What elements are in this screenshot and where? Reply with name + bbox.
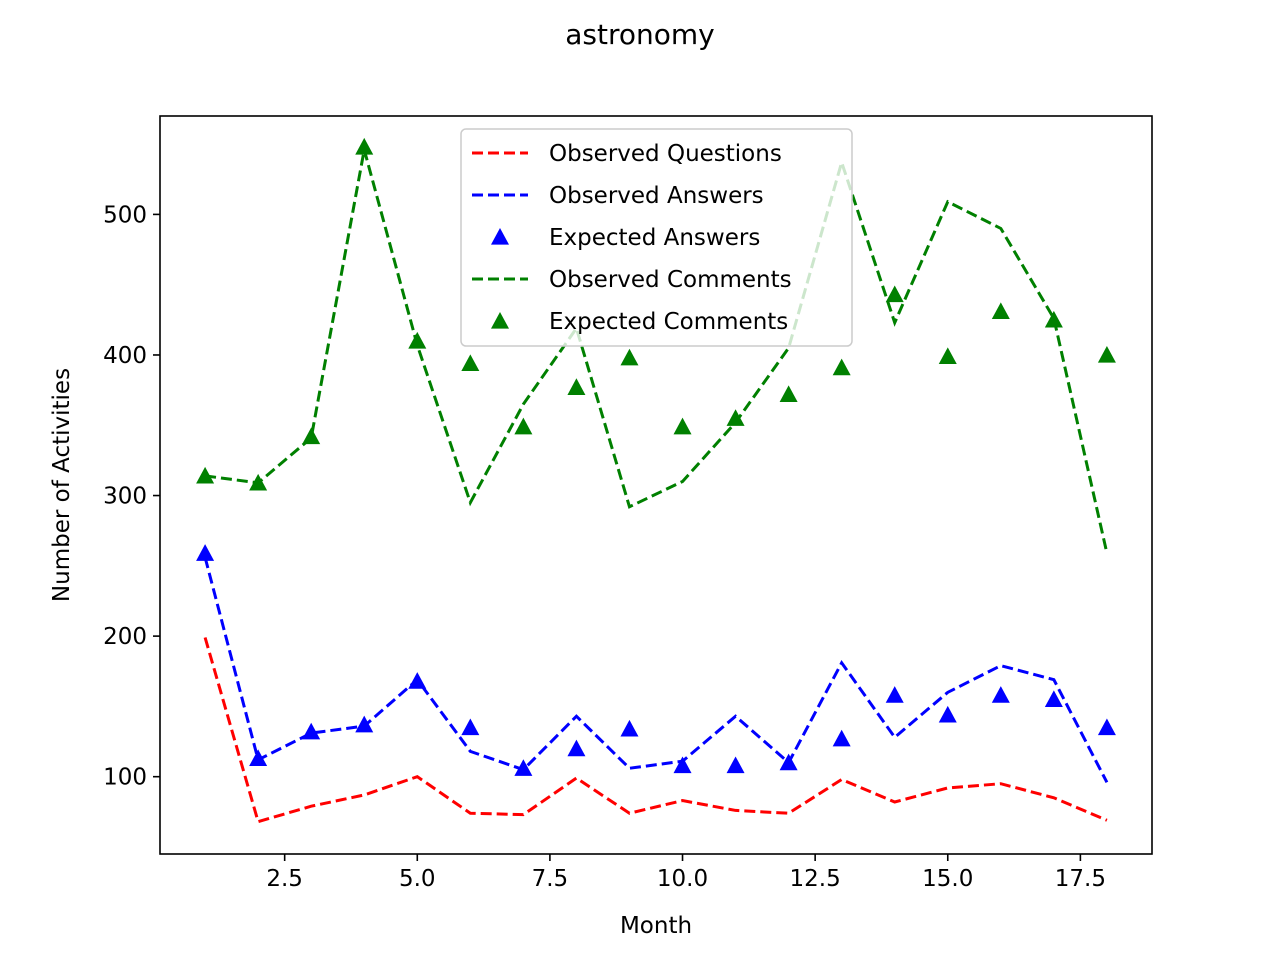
series-expected-answers-marker bbox=[461, 718, 480, 736]
legend-expected-comments-swatch bbox=[491, 312, 509, 329]
legend: Observed Questions Observed Answers Expect… bbox=[460, 128, 853, 347]
series-expected-answers-marker bbox=[1097, 718, 1116, 736]
chart-title: astronomy bbox=[565, 18, 714, 51]
legend-expected-comments-label: Expected Comments bbox=[549, 309, 788, 335]
y-axis: 100 200 300 400 500 bbox=[103, 202, 160, 791]
y-axis-label: Number of Activities bbox=[49, 368, 75, 602]
series-expected-comments-marker bbox=[832, 358, 851, 376]
series-expected-answers-marker bbox=[302, 722, 321, 740]
series-expected-answers-marker bbox=[726, 756, 745, 774]
plot-frame bbox=[159, 115, 1153, 855]
series-expected-comments-marker bbox=[673, 417, 692, 435]
series-expected-comments-marker bbox=[514, 417, 533, 435]
x-tick-label: 12.5 bbox=[790, 866, 841, 892]
legend-expected-answers-label: Expected Answers bbox=[549, 225, 760, 251]
y-tick-label: 500 bbox=[103, 202, 147, 228]
x-tick-label: 7.5 bbox=[532, 866, 569, 892]
series-expected-comments-marker bbox=[885, 285, 904, 303]
series-expected-answers-marker bbox=[938, 705, 957, 723]
series-expected-answers-marker bbox=[885, 686, 904, 703]
series-observed-answers-line bbox=[203, 557, 1109, 783]
series-expected-answers-marker bbox=[196, 544, 215, 561]
legend-observed-questions-label: Observed Questions bbox=[549, 141, 782, 167]
series-expected-comments-marker bbox=[779, 385, 798, 402]
x-tick-label: 5.0 bbox=[399, 866, 436, 892]
series-expected-answers-marker bbox=[408, 672, 427, 689]
series-expected-answers-marker bbox=[673, 756, 692, 774]
series-expected-answers-marker bbox=[832, 729, 851, 747]
series-expected-comments-marker bbox=[991, 302, 1010, 320]
x-axis: 2.5 5.0 7.5 10.0 12.5 15.0 17.5 bbox=[266, 854, 1106, 892]
legend-expected-answers-swatch bbox=[491, 228, 509, 245]
y-tick-label: 300 bbox=[103, 484, 147, 510]
series-expected-comments-marker bbox=[196, 466, 215, 484]
series-expected-comments-marker bbox=[408, 331, 427, 349]
series-expected-comments-marker bbox=[726, 409, 745, 426]
series-expected-comments-marker bbox=[302, 427, 321, 445]
legend-box bbox=[460, 128, 853, 347]
series-layer bbox=[196, 137, 1116, 824]
series-expected-comments-marker bbox=[620, 348, 639, 366]
series-expected-answers-marker bbox=[991, 686, 1010, 703]
y-tick-label: 200 bbox=[103, 624, 147, 650]
series-expected-comments-marker bbox=[1044, 310, 1063, 328]
series-expected-answers-marker bbox=[1044, 690, 1063, 708]
x-axis-label: Month bbox=[620, 913, 692, 939]
series-observed-questions-line bbox=[203, 637, 1108, 824]
legend-items: Observed Questions Observed Answers Expect… bbox=[472, 141, 792, 335]
legend-observed-answers-label: Observed Answers bbox=[549, 183, 764, 209]
legend-observed-comments-label: Observed Comments bbox=[549, 267, 792, 293]
series-expected-answers-marker bbox=[249, 749, 268, 767]
series-expected-comments-marker bbox=[1097, 345, 1116, 363]
y-tick-label: 400 bbox=[103, 343, 147, 369]
y-tick-label: 100 bbox=[103, 765, 147, 791]
series-expected-answers-marker bbox=[514, 759, 533, 776]
x-tick-label: 17.5 bbox=[1055, 866, 1106, 892]
series-expected-answers-marker bbox=[779, 753, 798, 771]
series-expected-answers-marker bbox=[355, 715, 374, 733]
series-expected-answers-marker bbox=[567, 739, 586, 757]
x-tick-label: 10.0 bbox=[657, 866, 708, 892]
series-expected-comments-marker bbox=[938, 347, 957, 365]
x-tick-label: 15.0 bbox=[922, 866, 973, 892]
series-observed-comments-line bbox=[204, 149, 1109, 554]
series-expected-comments-marker bbox=[249, 473, 268, 491]
x-tick-label: 2.5 bbox=[266, 866, 303, 892]
series-expected-comments-marker bbox=[461, 354, 480, 372]
series-expected-answers-marker bbox=[620, 719, 639, 737]
series-expected-comments-marker bbox=[355, 137, 374, 155]
series-expected-comments-marker bbox=[567, 378, 586, 395]
